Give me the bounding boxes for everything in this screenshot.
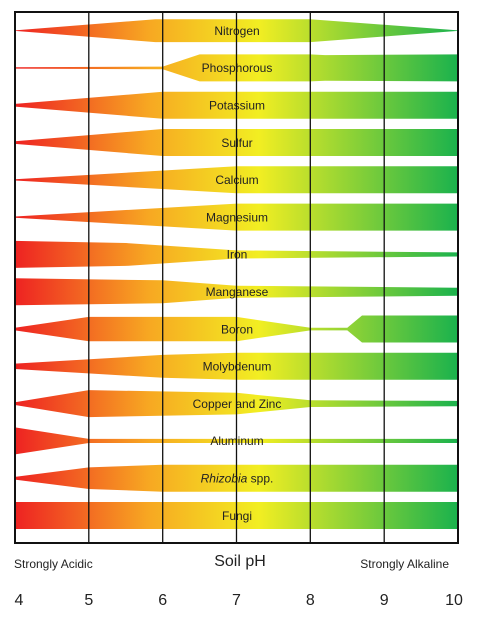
ph-tick-label: 9 — [379, 592, 389, 609]
ph-tick-label: 8 — [305, 592, 315, 609]
ph-tick-label: 4 — [14, 592, 24, 609]
strongly-alkaline-label: Strongly Alkaline — [360, 557, 449, 571]
ph-gridlines — [88, 12, 385, 543]
ph-tick-label: 10 — [445, 592, 463, 609]
plot-frame — [14, 11, 459, 544]
strongly-acidic-label: Strongly Acidic — [14, 557, 93, 571]
nutrient-availability-chart: NitrogenPhosphorousPotassiumSulfurCalciu… — [14, 11, 459, 544]
x-axis-title: Soil pH — [214, 553, 266, 570]
ph-tick-label: 7 — [232, 592, 241, 609]
ph-tick-label: 6 — [158, 592, 168, 609]
nutrient-label: Manganese — [206, 285, 269, 299]
ph-tick-label: 5 — [84, 592, 94, 609]
